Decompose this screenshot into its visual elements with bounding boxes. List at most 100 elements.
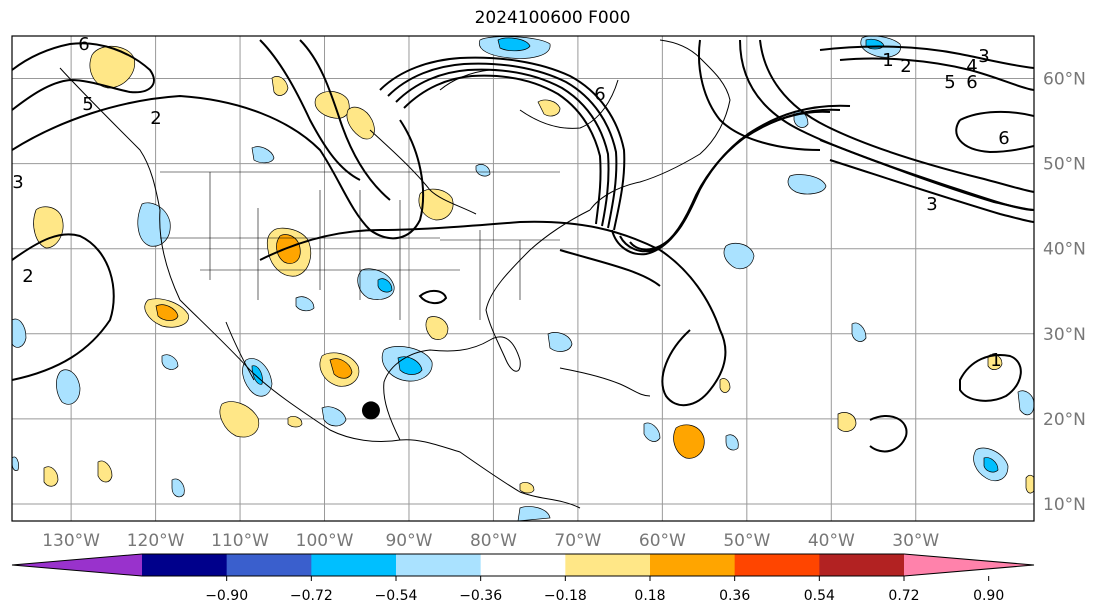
longitude-label: 50°W <box>723 531 770 551</box>
negative-anomaly <box>137 202 171 247</box>
longitude-label: 70°W <box>554 531 601 551</box>
negative-anomaly <box>475 164 491 177</box>
contour-label: 3 <box>926 194 937 215</box>
longitude-label: 120°W <box>127 531 185 551</box>
positive-anomaly <box>33 206 64 249</box>
positive-anomaly <box>155 304 179 321</box>
colorbar-swatch <box>734 554 820 576</box>
contour-label: 6 <box>998 128 1009 149</box>
colorbar-tick-label: 0.90 <box>973 588 1004 604</box>
positive-anomaly <box>276 234 301 264</box>
positive-anomaly <box>97 460 113 483</box>
positive-anomaly <box>519 482 535 494</box>
latitude-labels: 10°N 20°N 30°N 40°N 50°N 60°N <box>1043 70 1086 515</box>
colorbar-tick-label: 0.18 <box>634 588 665 604</box>
latitude-label: 50°N <box>1043 155 1086 175</box>
positive-anomaly <box>346 106 375 140</box>
negative-anomaly <box>321 406 347 427</box>
latitude-label: 20°N <box>1043 410 1086 430</box>
shaded-anomalies <box>12 36 1034 521</box>
negative-anomaly <box>851 322 867 342</box>
longitude-label: 80°W <box>470 531 517 551</box>
positive-anomaly <box>425 316 449 340</box>
longitude-label: 30°W <box>892 531 939 551</box>
contour-label: 6 <box>594 84 605 105</box>
longitude-label: 40°W <box>808 531 855 551</box>
negative-anomaly <box>12 318 27 348</box>
latitude-label: 30°N <box>1043 325 1086 345</box>
map-panel: 6 5 2 3 2 6 1 2 4 3 5 6 6 3 1 <box>11 34 1035 522</box>
negative-anomaly <box>56 369 81 405</box>
positive-anomaly <box>673 424 705 459</box>
map-frame <box>11 35 1035 522</box>
colorbar-swatch <box>396 554 482 576</box>
colorbar-tick-label: −0.36 <box>459 588 502 604</box>
state-borders <box>160 171 560 320</box>
longitude-label: 90°W <box>385 531 432 551</box>
positive-anomaly <box>537 99 561 117</box>
contour-label: 6 <box>78 34 89 55</box>
negative-anomaly <box>643 422 661 442</box>
contour-label: 2 <box>900 56 911 77</box>
negative-anomaly <box>251 146 275 164</box>
negative-anomaly <box>725 434 739 451</box>
colorbar-tick-label: −0.54 <box>375 588 418 604</box>
negative-anomaly <box>377 278 393 293</box>
colorbar-tick-label: 0.72 <box>888 588 919 604</box>
colorbar-min-extension <box>12 554 142 576</box>
latitude-label: 60°N <box>1043 70 1086 90</box>
coastlines <box>59 39 731 509</box>
negative-anomaly <box>171 478 185 498</box>
colorbar-swatch <box>565 554 651 576</box>
longitude-label: 100°W <box>296 531 354 551</box>
colorbar-tick-label: 0.36 <box>719 588 750 604</box>
colorbar-swatch <box>142 554 228 576</box>
colorbar-swatch <box>226 554 312 576</box>
positive-anomaly <box>219 401 260 438</box>
colorbar-swatch <box>480 554 566 576</box>
positive-anomaly <box>1025 474 1034 494</box>
negative-anomaly <box>983 457 999 473</box>
contour-label: 6 <box>966 72 977 93</box>
contour-label: 2 <box>150 108 161 129</box>
positive-anomaly <box>837 412 857 432</box>
positive-anomaly <box>719 378 731 393</box>
colorbar: −0.90 −0.72 −0.54 −0.36 −0.18 0.18 0.36 0.54 0.7… <box>11 553 1035 604</box>
contour-label: 2 <box>22 266 33 287</box>
contour-lines <box>12 39 1034 453</box>
colorbar-swatch <box>311 554 397 576</box>
colorbar-max-extension <box>904 554 1034 576</box>
colorbar-swatch <box>819 554 905 576</box>
contour-label: 5 <box>944 72 955 93</box>
negative-anomaly <box>295 296 315 312</box>
contour-label: 3 <box>978 46 989 67</box>
colorbar-tick-label: 0.54 <box>804 588 835 604</box>
colorbar-tick-label: −0.72 <box>290 588 333 604</box>
contour-label: 5 <box>82 94 93 115</box>
negative-anomaly <box>547 332 573 352</box>
colorbar-tick-label: −0.18 <box>544 588 587 604</box>
contour-labels: 6 5 2 3 2 6 1 2 4 3 5 6 6 3 1 <box>12 34 1009 371</box>
colorbar-swatch <box>650 554 736 576</box>
positive-anomaly <box>329 358 353 379</box>
negative-anomaly <box>497 37 531 52</box>
latitude-label: 40°N <box>1043 240 1086 260</box>
longitude-labels: 130°W 120°W 110°W 100°W 90°W 80°W 70°W 60°W 50°W… <box>42 531 939 551</box>
longitude-label: 110°W <box>211 531 269 551</box>
map-title: 2024100600 F000 <box>474 8 631 28</box>
longitude-label: 60°W <box>639 531 686 551</box>
negative-anomaly <box>787 174 827 195</box>
positive-anomaly <box>89 46 136 89</box>
gridlines <box>12 36 1034 521</box>
positive-anomaly <box>287 416 303 428</box>
colorbar-outline <box>11 553 1035 577</box>
longitude-label: 130°W <box>42 531 100 551</box>
colorbar-tick-label: −0.90 <box>205 588 248 604</box>
contour-label: 4 <box>966 56 977 77</box>
contour-label: 1 <box>990 350 1001 371</box>
positive-anomaly <box>271 76 289 96</box>
contour-label: 1 <box>882 50 893 71</box>
positive-anomaly <box>43 466 59 487</box>
contour-label: 3 <box>12 172 23 193</box>
